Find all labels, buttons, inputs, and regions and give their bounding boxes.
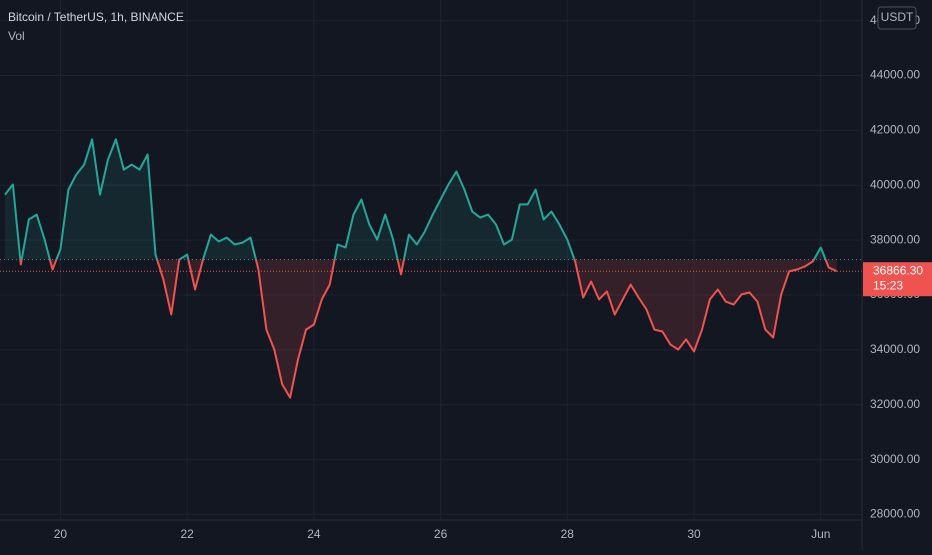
x-tick-label: 26 (434, 527, 448, 541)
x-tick-label: 22 (180, 527, 194, 541)
price-tag (863, 262, 932, 297)
y-tick-label: 28000.00 (870, 507, 920, 521)
currency-badge[interactable] (877, 6, 917, 30)
y-tick-label: 42000.00 (870, 123, 920, 137)
baseline-area (5, 139, 837, 398)
volume-label: Vol (8, 29, 25, 43)
y-tick-label: 44000.00 (870, 68, 920, 82)
y-tick-label: 34000.00 (870, 342, 920, 356)
x-tick-label: 30 (687, 527, 701, 541)
chart-title: Bitcoin / TetherUS, 1h, BINANCE (8, 10, 184, 24)
y-tick-label: 38000.00 (870, 232, 920, 246)
y-tick-label: 30000.00 (870, 452, 920, 466)
x-tick-label: 24 (307, 527, 321, 541)
x-tick-label: 28 (561, 527, 575, 541)
y-tick-label: 32000.00 (870, 397, 920, 411)
x-tick-label: Jun (811, 527, 830, 541)
y-tick-label: 40000.00 (870, 177, 920, 191)
x-tick-label: 20 (54, 527, 68, 541)
countdown-label: 15:23 (873, 278, 903, 292)
price-tag-label: 36866.30 (873, 263, 923, 277)
price-line (4, 138, 838, 399)
currency-label[interactable]: USDT (881, 10, 914, 24)
